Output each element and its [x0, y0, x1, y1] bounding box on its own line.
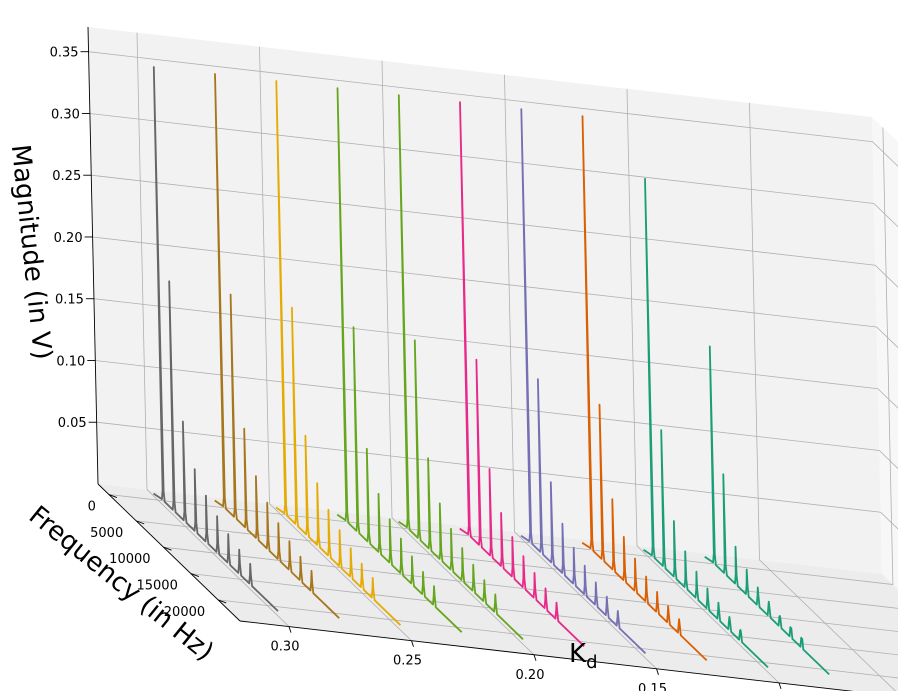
- z-tick-label: 0.15: [55, 293, 84, 308]
- series-line-9: [704, 345, 830, 676]
- x-tick-mark: [656, 668, 659, 675]
- y-tick-label: 20000: [164, 605, 205, 620]
- z-tick-label: 0.20: [54, 231, 83, 246]
- z-tick-label: 0.30: [51, 107, 80, 122]
- series-line-0: [152, 66, 279, 612]
- z-tick-label: 0.35: [50, 46, 79, 61]
- gridline-z: [89, 113, 898, 228]
- gridline-z: [93, 298, 898, 409]
- gridline-y: [190, 573, 898, 656]
- x-tick-mark: [533, 654, 537, 661]
- z-axis-line: [87, 26, 99, 485]
- series-group: [152, 66, 830, 676]
- gridline-x: [504, 74, 657, 670]
- back-pane: [88, 27, 882, 574]
- x-tick-label: 0.20: [516, 668, 545, 683]
- y-tick-mark: [136, 520, 145, 525]
- floor-pane: [98, 484, 898, 691]
- tick-group: 0.05 0.10 0.15 0.20 0.25 0.30 0 5000 10000 15000 2…: [50, 46, 782, 691]
- y-tick-label: 10000: [109, 552, 150, 567]
- x-tick-label: 0.15: [638, 682, 667, 691]
- x-tick-mark: [288, 626, 292, 633]
- y-tick-label: 0: [88, 500, 96, 515]
- x-tick-label: 0.25: [393, 654, 422, 669]
- series-line-7: [581, 115, 708, 662]
- gridline-y: [108, 127, 894, 585]
- gridline-z: [95, 360, 898, 470]
- z-tick-label: 0.05: [58, 416, 87, 431]
- gridline-x: [259, 46, 412, 641]
- y-tick-label: 15000: [136, 579, 177, 594]
- axis-panes: [88, 27, 898, 691]
- gridline-x: [749, 102, 896, 691]
- gridline-y: [136, 520, 898, 609]
- x-axis-line: [239, 620, 854, 691]
- gridline-z: [91, 174, 898, 288]
- series-line-8: [642, 177, 769, 669]
- x-tick-label: 0.30: [271, 640, 300, 655]
- gridline-x: [381, 60, 535, 656]
- series-line-6: [520, 108, 647, 654]
- axis-lines: [87, 26, 854, 691]
- z-axis-label: Magnitude (in V): [5, 143, 57, 361]
- x-tick-mark: [778, 682, 782, 690]
- z-tick-label: 0.25: [52, 169, 81, 184]
- gridline-y: [218, 599, 898, 679]
- gridline-x: [626, 88, 780, 684]
- x-tick-mark: [411, 640, 414, 647]
- y-tick-mark: [108, 494, 118, 498]
- z-tick-label: 0.10: [56, 354, 85, 369]
- series-line-5: [459, 101, 585, 647]
- series-line-4: [397, 94, 524, 640]
- series-line-1: [214, 73, 340, 619]
- grid-lines: [88, 32, 898, 691]
- series-line-2: [275, 80, 402, 626]
- y-tick-mark: [163, 546, 172, 551]
- y-tick-mark: [217, 599, 227, 604]
- y-tick-label: 5000: [90, 526, 123, 541]
- x-axis-label: Kd: [569, 639, 598, 673]
- gridline-y: [163, 546, 898, 632]
- series-line-3: [336, 87, 463, 633]
- y-axis-line: [97, 483, 241, 622]
- right-pane: [872, 117, 898, 590]
- gridline-x: [136, 32, 290, 627]
- gridline-z: [88, 51, 898, 167]
- gridline-z: [92, 236, 898, 349]
- y-tick-mark: [190, 573, 200, 577]
- gridline-z: [96, 421, 898, 530]
